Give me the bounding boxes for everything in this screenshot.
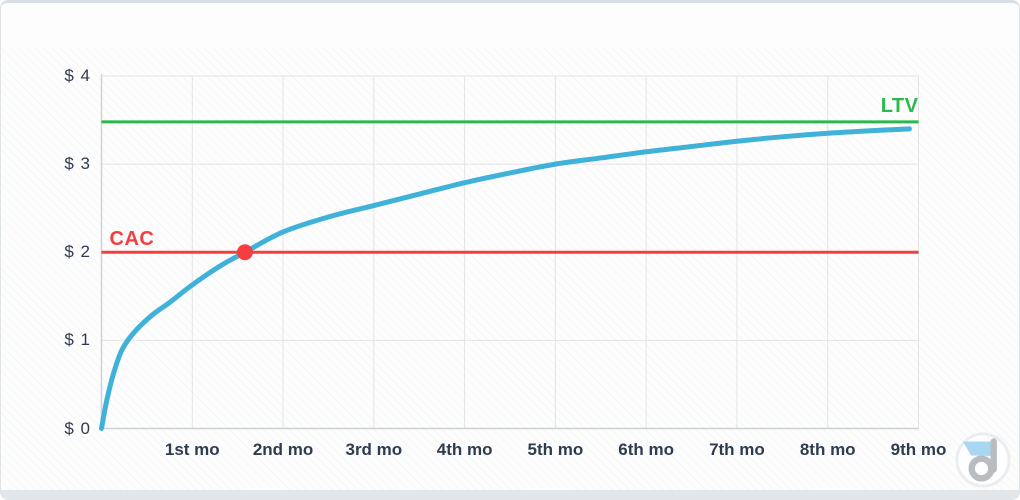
x-axis-tick-label: 5th mo xyxy=(527,440,584,459)
ltv-cac-chart xyxy=(99,74,919,431)
x-axis-tick-label: 6th mo xyxy=(618,440,675,459)
ltv-line-label: LTV xyxy=(880,94,919,117)
x-axis-tick-label: 2nd mo xyxy=(252,440,314,459)
d-logo-icon xyxy=(955,432,1011,488)
x-axis-tick-label: 4th mo xyxy=(436,440,493,459)
y-axis-tick-label: $ 4 xyxy=(64,66,91,85)
y-axis-tick-label: $ 0 xyxy=(64,418,91,438)
x-axis-tick-label: 7th mo xyxy=(709,440,765,459)
ltv-curve xyxy=(99,126,912,431)
x-axis-tick-label: 3rd mo xyxy=(345,440,403,459)
bottom-strip xyxy=(1,490,1019,499)
logo-flag-shape xyxy=(963,441,991,456)
x-axis-tick-label: 1st mo xyxy=(164,440,220,459)
cac-line-label: CAC xyxy=(109,228,155,251)
brand-logo[interactable] xyxy=(955,432,1011,488)
x-axis-tick-label: 9th mo xyxy=(890,440,947,459)
breakeven-dot xyxy=(236,244,253,261)
x-axis-tick-label: 8th mo xyxy=(799,440,856,459)
y-axis-tick-label: $ 1 xyxy=(64,330,91,350)
y-axis-tick-label: $ 3 xyxy=(64,154,91,174)
y-axis-tick-label: $ 2 xyxy=(64,242,91,262)
